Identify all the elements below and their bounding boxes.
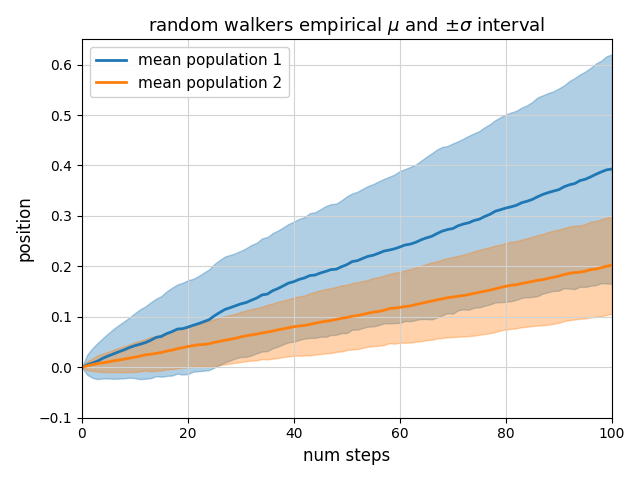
mean population 1 xyxy=(449,226,457,231)
mean population 2 xyxy=(608,263,616,268)
Y-axis label: position: position xyxy=(15,196,33,262)
Line: mean population 1: mean population 1 xyxy=(82,169,612,367)
X-axis label: num steps: num steps xyxy=(303,447,390,465)
mean population 1 xyxy=(322,269,330,275)
Title: random walkers empirical $\mu$ and $\pm\sigma$ interval: random walkers empirical $\mu$ and $\pm\… xyxy=(148,15,545,37)
Legend: mean population 1, mean population 2: mean population 1, mean population 2 xyxy=(90,47,289,97)
mean population 2 xyxy=(449,294,457,300)
mean population 2 xyxy=(396,304,404,310)
mean population 2 xyxy=(78,364,86,370)
Line: mean population 2: mean population 2 xyxy=(82,265,612,367)
mean population 1 xyxy=(115,349,123,355)
mean population 1 xyxy=(211,313,218,319)
mean population 2 xyxy=(211,339,218,345)
mean population 2 xyxy=(322,318,330,324)
mean population 1 xyxy=(78,364,86,370)
mean population 2 xyxy=(476,289,483,295)
mean population 1 xyxy=(608,166,616,172)
mean population 1 xyxy=(476,216,483,222)
mean population 2 xyxy=(115,357,123,363)
mean population 1 xyxy=(396,244,404,250)
